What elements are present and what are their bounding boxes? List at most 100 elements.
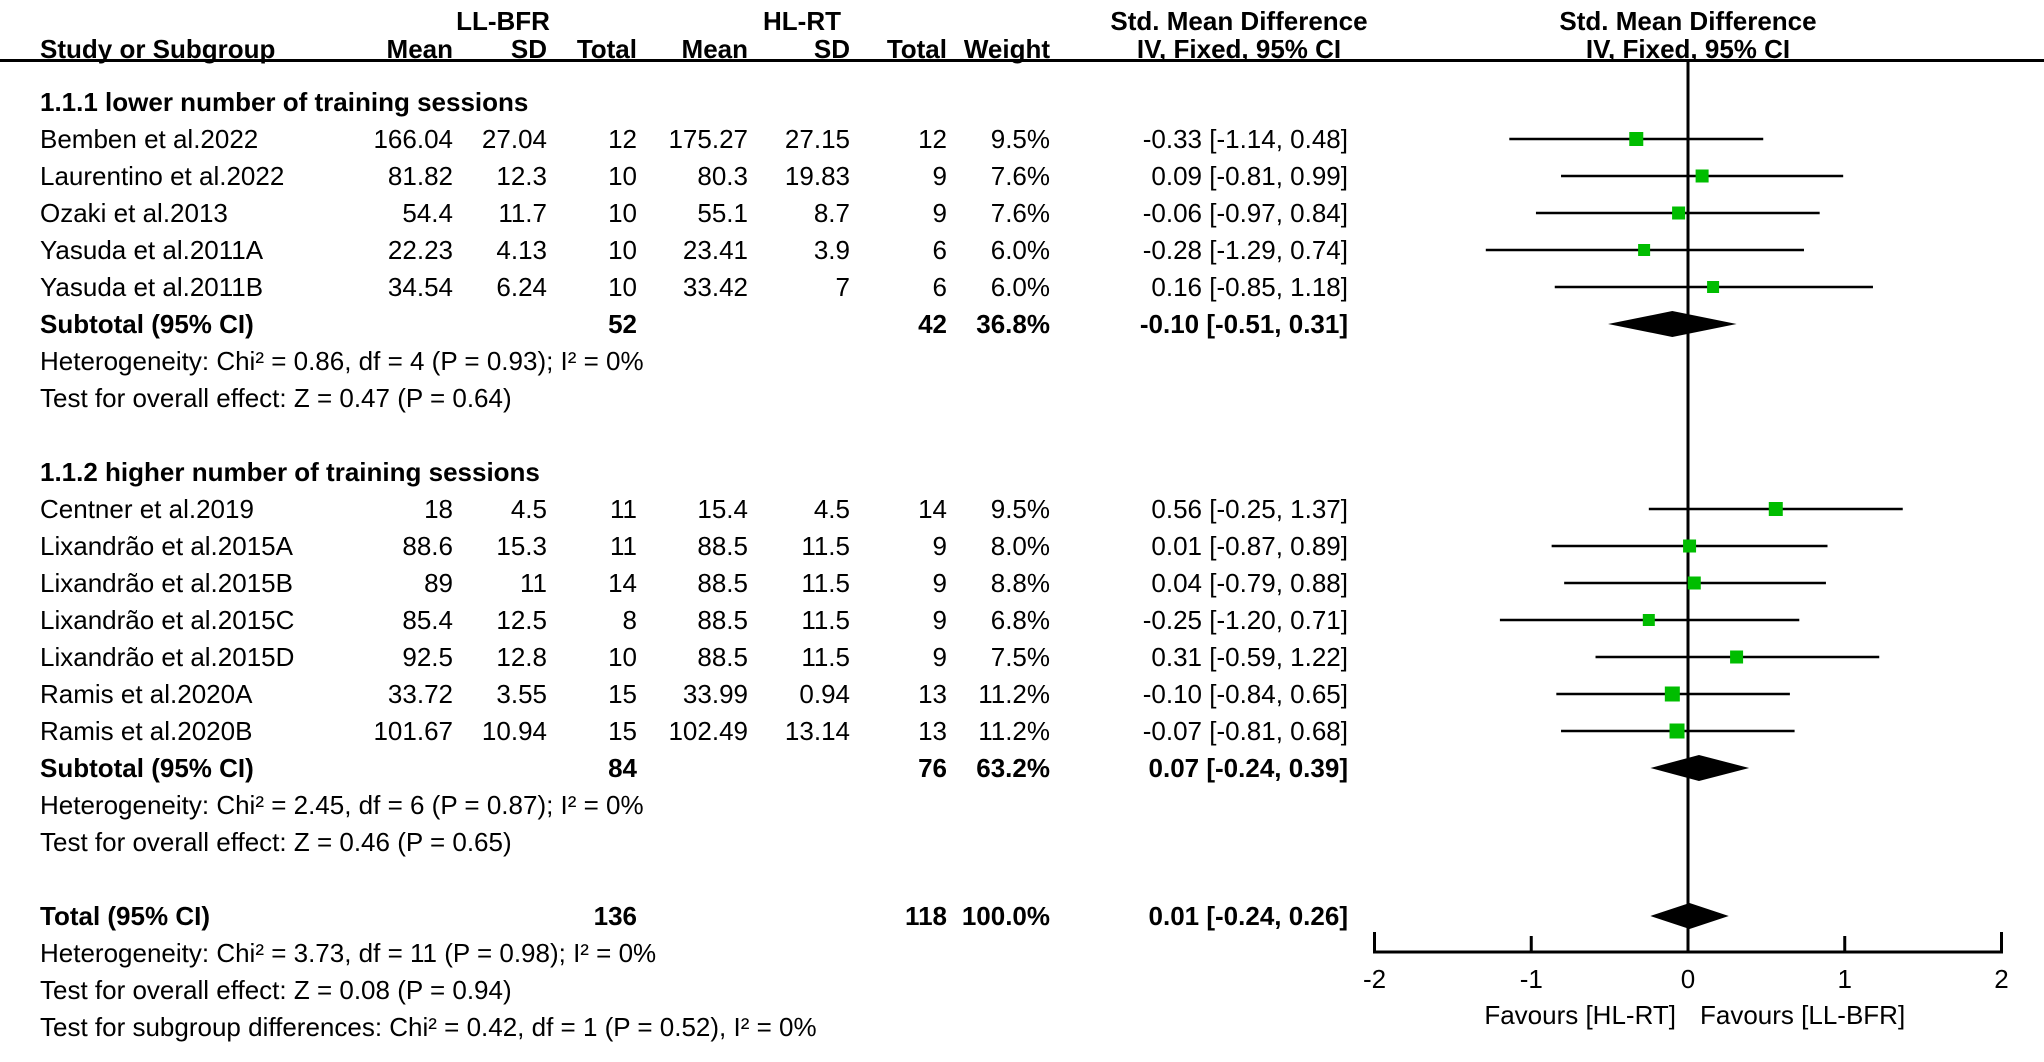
study-row-weight: 6.0%: [990, 272, 1050, 302]
subtotal-row-n2: 42: [918, 309, 947, 339]
group2-header: HL-RT: [763, 6, 841, 36]
study-row-mean2: 175.27: [668, 124, 748, 154]
study-row-mean1: 85.4: [402, 605, 453, 635]
study-row-label: Bemben et al.2022: [40, 124, 259, 154]
study-row-label: Centner et al.2019: [40, 494, 254, 524]
study-row-n2: 13: [918, 716, 947, 746]
study-row-sd2: 11.5: [801, 568, 850, 598]
effect-square: [1629, 132, 1644, 146]
effect-square: [1707, 281, 1720, 293]
sd1-column-header: SD: [510, 34, 547, 64]
study-row-sd2: 13.14: [784, 716, 850, 746]
total1-column-header: Total: [576, 34, 637, 64]
study-row-n1: 10: [608, 161, 637, 191]
subtotal-row-label: Subtotal (95% CI): [40, 753, 254, 783]
subtotal-row-weight: 36.8%: [976, 309, 1050, 339]
study-row-label: Ramis et al.2020A: [40, 679, 253, 709]
study-row-sd1: 4.5: [510, 494, 547, 524]
study-row-n2: 14: [918, 494, 947, 524]
study-row-label: Laurentino et al.2022: [40, 161, 285, 191]
study-row-sd1: 4.13: [496, 235, 547, 265]
study-row-mean1: 22.23: [387, 235, 453, 265]
total-row-n1: 136: [593, 901, 637, 931]
study-row-n1: 15: [608, 716, 637, 746]
overall-effect-note: Test for overall effect: Z = 0.47 (P = 0…: [40, 383, 512, 413]
sd2-column-header: SD: [813, 34, 850, 64]
effect-square: [1730, 650, 1744, 664]
tick-label: -2: [1363, 964, 1386, 994]
effect-square: [1638, 244, 1651, 256]
study-row-mean1: 166.04: [373, 124, 453, 154]
subtotal-row-n1: 52: [608, 309, 637, 339]
study-row-sd1: 27.04: [481, 124, 547, 154]
study-row-sd2: 3.9: [813, 235, 850, 265]
study-row-sd1: 12.3: [496, 161, 547, 191]
study-row-mean1: 89: [424, 568, 453, 598]
study-row-weight: 7.6%: [990, 198, 1050, 228]
study-row-n1: 10: [608, 642, 637, 672]
study-row-sd1: 11.7: [498, 198, 547, 228]
study-row-n2: 9: [932, 198, 947, 228]
study-row-label: Ramis et al.2020B: [40, 716, 253, 746]
study-column-header: Study or Subgroup: [40, 34, 276, 64]
study-row-n1: 10: [608, 272, 637, 302]
subtotal-row-label: Subtotal (95% CI): [40, 309, 254, 339]
study-row-ci: 0.09 [-0.81, 0.99]: [1151, 161, 1348, 191]
study-row-sd2: 4.5: [813, 494, 850, 524]
study-row-n2: 13: [918, 679, 947, 709]
effect-square: [1683, 539, 1697, 553]
study-row-mean1: 34.54: [387, 272, 453, 302]
study-row-weight: 9.5%: [990, 124, 1050, 154]
study-row-weight: 7.6%: [990, 161, 1050, 191]
study-row-mean2: 88.5: [697, 531, 748, 561]
study-row-n2: 6: [932, 235, 947, 265]
study-row-weight: 11.2%: [978, 679, 1050, 709]
study-row-n1: 12: [608, 124, 637, 154]
study-row-mean2: 15.4: [697, 494, 748, 524]
study-row-mean1: 92.5: [402, 642, 453, 672]
study-row-sd2: 19.83: [784, 161, 850, 191]
study-row-mean2: 33.99: [682, 679, 748, 709]
study-row-weight: 11.2%: [978, 716, 1050, 746]
study-row-n1: 14: [608, 568, 637, 598]
study-row-label: Yasuda et al.2011A: [40, 235, 264, 265]
tick-label: 0: [1681, 964, 1695, 994]
study-row-n2: 9: [932, 605, 947, 635]
total-row-label: Total (95% CI): [40, 901, 210, 931]
study-row-ci: 0.31 [-0.59, 1.22]: [1151, 642, 1348, 672]
study-row-n1: 11: [610, 494, 637, 524]
study-row-sd1: 12.8: [496, 642, 547, 672]
study-row-sd1: 10.94: [481, 716, 547, 746]
study-row-ci: 0.56 [-0.25, 1.37]: [1151, 494, 1348, 524]
favours-right-label: Favours [LL-BFR]: [1700, 1000, 1905, 1030]
heterogeneity-note: Heterogeneity: Chi² = 2.45, df = 6 (P = …: [40, 790, 644, 820]
study-row-label: Yasuda et al.2011B: [40, 272, 264, 302]
study-row-ci: -0.33 [-1.14, 0.48]: [1142, 124, 1348, 154]
tick-label: 2: [1994, 964, 2008, 994]
study-row-sd1: 6.24: [496, 272, 547, 302]
effect-plot-column-subtitle: IV, Fixed, 95% CI: [1585, 34, 1791, 64]
study-row-n1: 15: [608, 679, 637, 709]
study-row-weight: 8.8%: [990, 568, 1050, 598]
subgroup-title: 1.1.1 lower number of training sessions: [40, 87, 529, 117]
mean2-column-header: Mean: [681, 34, 748, 64]
study-row-n1: 11: [610, 531, 637, 561]
study-row-sd2: 8.7: [813, 198, 850, 228]
study-row-sd1: 15.3: [496, 531, 547, 561]
study-row-mean1: 54.4: [402, 198, 453, 228]
study-row-ci: 0.04 [-0.79, 0.88]: [1151, 568, 1348, 598]
group1-header: LL-BFR: [456, 6, 550, 36]
study-row-sd1: 11: [520, 568, 547, 598]
subgroup-differences-note: Test for subgroup differences: Chi² = 0.…: [40, 1012, 817, 1042]
effect-text-column-title: Std. Mean Difference: [1110, 6, 1368, 36]
study-row-mean1: 88.6: [402, 531, 453, 561]
weight-column-header: Weight: [963, 34, 1050, 64]
study-row-weight: 6.0%: [990, 235, 1050, 265]
study-row-ci: 0.01 [-0.87, 0.89]: [1151, 531, 1348, 561]
total-heterogeneity-note: Heterogeneity: Chi² = 3.73, df = 11 (P =…: [40, 938, 657, 968]
mean1-column-header: Mean: [386, 34, 453, 64]
study-row-weight: 7.5%: [990, 642, 1050, 672]
study-row-ci: -0.07 [-0.81, 0.68]: [1142, 716, 1348, 746]
study-row-sd1: 3.55: [496, 679, 547, 709]
